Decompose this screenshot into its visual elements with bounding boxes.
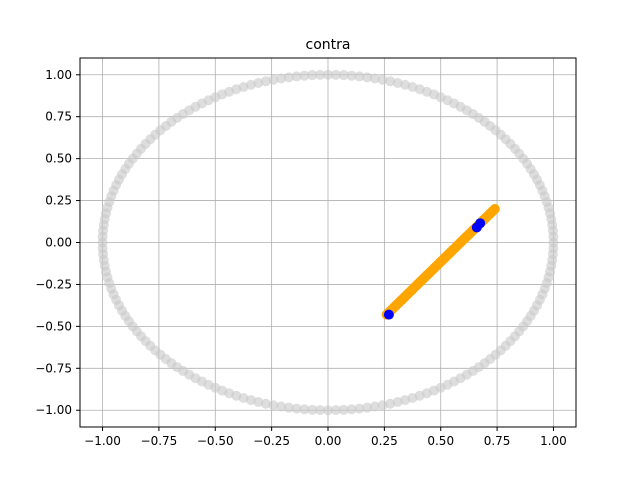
circle-point — [253, 397, 264, 408]
highlight-point — [475, 218, 486, 229]
circle-point — [283, 402, 294, 413]
circle-point — [315, 405, 326, 416]
y-tick-label: −0.50 — [35, 319, 72, 333]
y-tick-label: 0.25 — [45, 194, 72, 208]
y-tick-label: −0.75 — [35, 361, 72, 375]
circle-point — [369, 73, 380, 84]
circle-point — [346, 70, 357, 81]
axes: −1.00 −0.75 −0.50 −0.25 0.00 0.25 0.50 0.75 1.00… — [35, 57, 577, 448]
x-tick-label: −0.25 — [253, 434, 290, 448]
circle-point — [338, 404, 349, 415]
circle-point — [260, 398, 271, 409]
x-tick-label: 0.75 — [484, 434, 511, 448]
circle-point — [268, 74, 279, 85]
y-tick-label: 1.00 — [45, 68, 72, 82]
circle-point — [299, 70, 310, 81]
circle-point — [330, 69, 341, 80]
circle-point — [291, 403, 302, 414]
circle-point — [307, 70, 318, 81]
x-tick-label: 0.50 — [427, 434, 454, 448]
circle-point — [362, 402, 373, 413]
segment-point — [489, 203, 500, 214]
circle-point — [323, 69, 333, 80]
circle-point — [260, 76, 271, 87]
plot-data — [97, 69, 559, 416]
circle-point — [346, 404, 357, 415]
circle-point — [377, 74, 388, 85]
circle-point — [315, 69, 326, 80]
circle-point — [385, 76, 396, 87]
circle-point — [299, 404, 310, 415]
circle-point — [323, 405, 333, 416]
y-tick-label: −1.00 — [35, 403, 72, 417]
x-tick-label: −0.50 — [197, 434, 234, 448]
x-tick-label: −0.75 — [141, 434, 178, 448]
circle-point — [307, 404, 318, 415]
circle-point — [283, 72, 294, 83]
circle-point — [362, 72, 373, 83]
circle-point — [268, 400, 279, 411]
circle-point — [276, 401, 287, 412]
circle-point — [354, 71, 365, 82]
y-tick-label: −0.25 — [35, 277, 72, 291]
x-tick-label: −1.00 — [84, 434, 121, 448]
x-tick-label: 1.00 — [540, 434, 567, 448]
circle-point — [338, 70, 349, 81]
circle-point — [548, 243, 559, 254]
circle-point — [330, 405, 341, 416]
x-tick-label: 0.00 — [315, 434, 342, 448]
circle-point — [291, 71, 302, 82]
circle-point — [354, 403, 365, 414]
circle-point — [377, 400, 388, 411]
highlight-point — [383, 309, 394, 320]
y-tick-label: 0.75 — [45, 110, 72, 124]
circle-point — [385, 398, 396, 409]
chart-title: contra — [306, 37, 351, 53]
circle-point — [392, 77, 403, 88]
x-tick-label: 0.25 — [371, 434, 398, 448]
circle-point — [276, 73, 287, 84]
y-tick-label: 0.00 — [45, 236, 72, 250]
circle-point — [369, 401, 380, 412]
y-tick-label: 0.50 — [45, 152, 72, 166]
